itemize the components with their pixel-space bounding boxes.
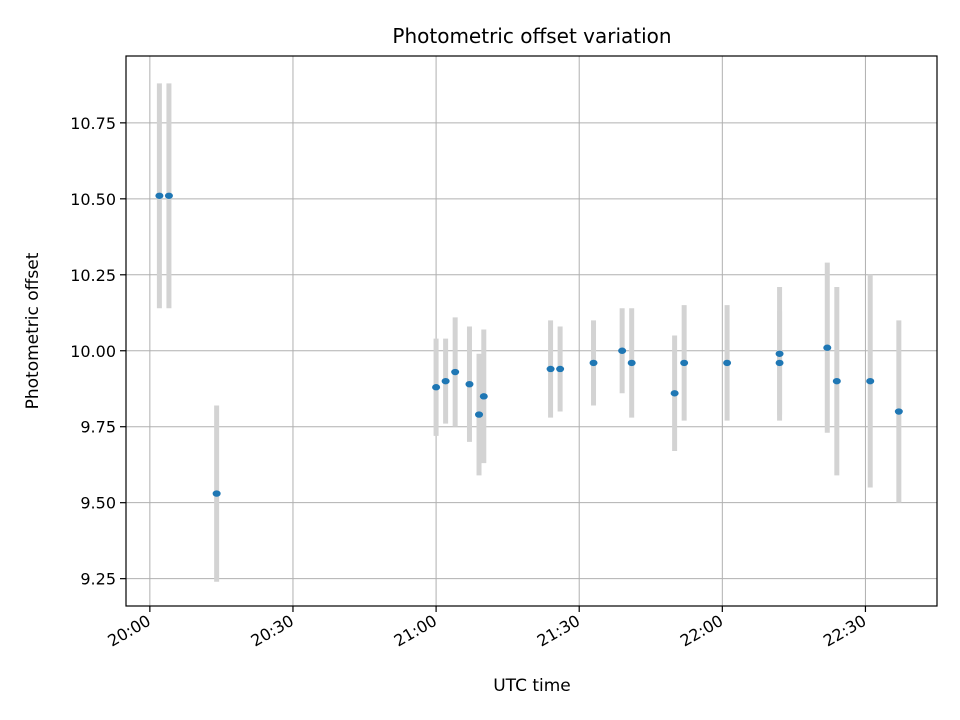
data-points (155, 192, 903, 497)
y-tick-label: 9.75 (80, 418, 116, 437)
data-point (546, 365, 555, 373)
data-point (894, 408, 903, 415)
y-axis-label: Photometric offset (23, 252, 43, 409)
y-tick-label: 10.50 (70, 190, 116, 209)
y-tick-label: 10.00 (70, 342, 116, 361)
data-point (164, 192, 173, 199)
y-tick-label: 9.25 (80, 570, 116, 589)
data-point (465, 380, 474, 388)
data-point (627, 359, 636, 367)
y-axis: 9.25 9.50 9.75 10.00 10.25 10.50 10.75 (70, 114, 126, 589)
data-point (155, 192, 164, 199)
data-point (432, 384, 441, 391)
x-axis-label: UTC time (493, 676, 571, 696)
y-tick-label: 9.50 (80, 494, 116, 513)
data-point (775, 359, 784, 367)
data-point (479, 393, 488, 400)
data-point (618, 347, 627, 354)
y-tick-label: 10.75 (70, 114, 116, 133)
data-point (451, 368, 460, 376)
data-point (832, 377, 841, 385)
data-point (723, 359, 732, 367)
chart-title: Photometric offset variation (392, 24, 671, 48)
data-point (680, 359, 689, 367)
grid (126, 56, 937, 606)
data-point (475, 411, 484, 418)
data-point (556, 365, 565, 373)
data-point (670, 390, 679, 397)
data-point (589, 359, 598, 367)
data-point (212, 490, 221, 497)
y-tick-label: 10.25 (70, 266, 116, 285)
data-point (775, 350, 784, 357)
data-point (823, 344, 832, 351)
data-point (866, 377, 875, 385)
plot-area-frame (125, 55, 938, 607)
data-point (441, 377, 450, 385)
